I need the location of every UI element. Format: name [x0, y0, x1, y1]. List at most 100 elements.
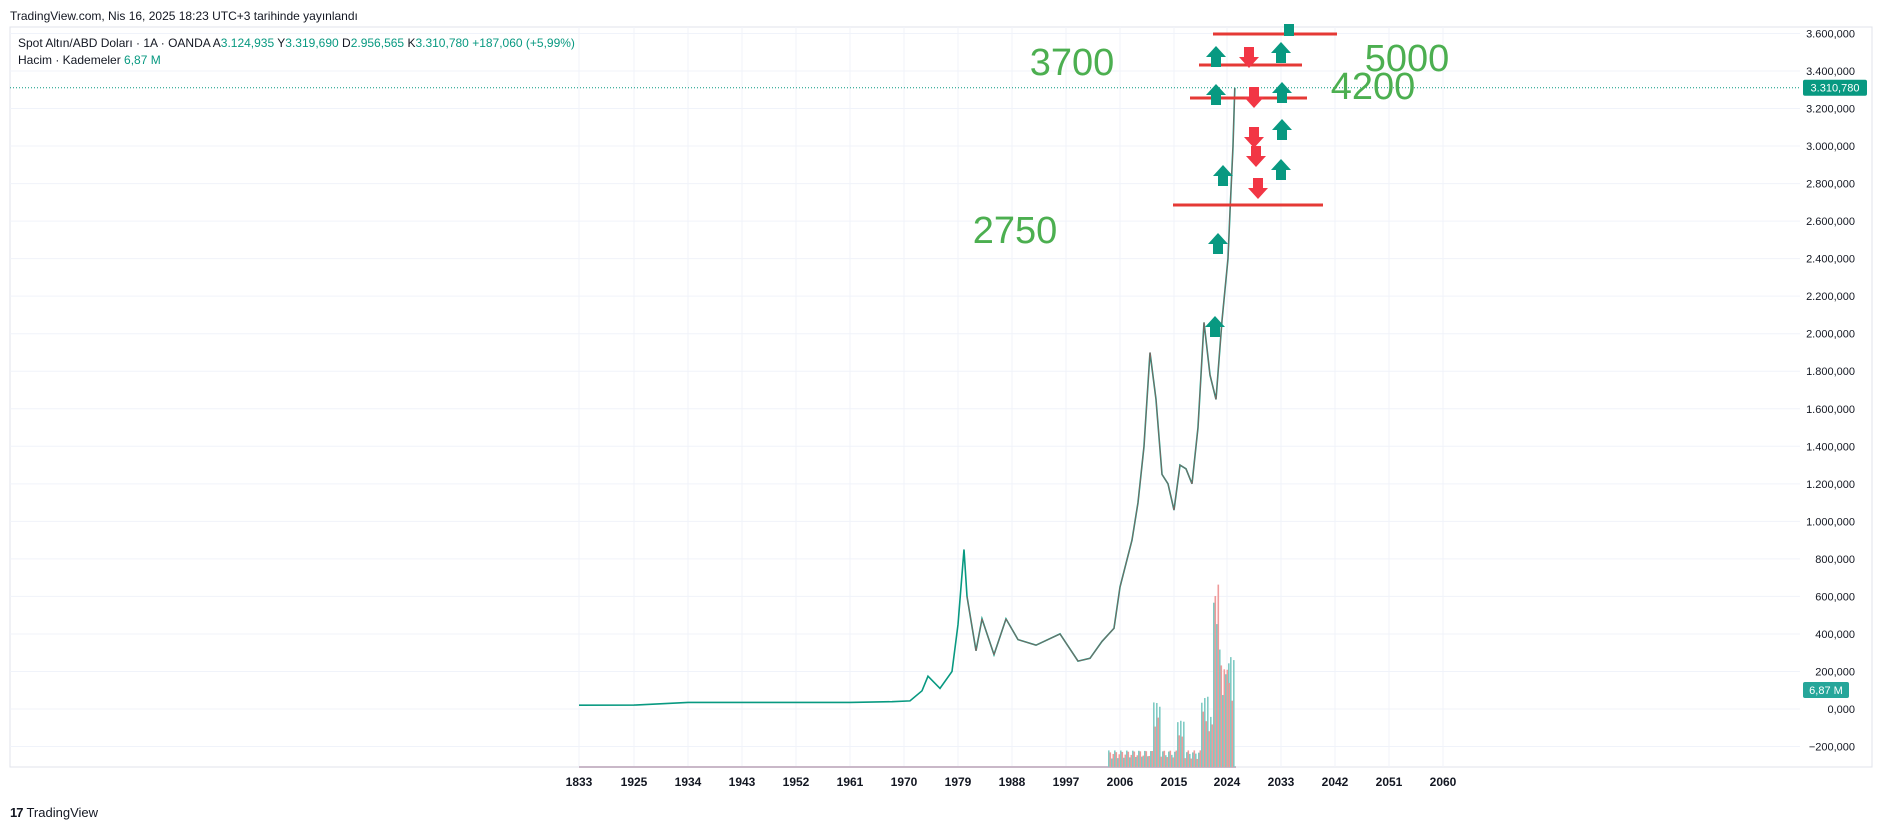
- volume-bar: [1207, 696, 1209, 767]
- volume-bar: [1120, 750, 1122, 767]
- volume-bar: [1117, 758, 1119, 767]
- volume-bar: [1228, 682, 1231, 767]
- price-candle-segment: [1221, 258, 1229, 321]
- price-candle-segment: [975, 618, 983, 651]
- low-label: D: [342, 36, 351, 50]
- down-arrow-icon: [1239, 47, 1259, 68]
- price-candle-segment: [1191, 427, 1199, 484]
- y-tick-label: 1.800,000: [1806, 366, 1855, 378]
- volume-bar: [1214, 595, 1217, 767]
- volume-bar: [1174, 751, 1176, 767]
- open-value: 3.124,935: [220, 36, 275, 50]
- volume-bar: [1129, 757, 1131, 767]
- volume-bar: [1126, 750, 1128, 767]
- volume-bar: [1151, 751, 1154, 767]
- level-label: 3700: [1030, 42, 1115, 84]
- price-candle-segment: [1143, 352, 1151, 447]
- volume-bar: [1138, 750, 1140, 767]
- volume-bar: [1213, 602, 1215, 767]
- volume-bar: [1233, 660, 1235, 767]
- y-tick-label: 200,000: [1815, 666, 1855, 678]
- close-label: K: [407, 36, 416, 50]
- up-arrow-icon: [1272, 119, 1292, 140]
- up-arrow-icon: [1272, 82, 1292, 103]
- volume-bar: [1199, 750, 1202, 767]
- volume-bar: [1211, 724, 1214, 767]
- y-tick-label: 2.600,000: [1806, 216, 1855, 228]
- y-tick-label: 600,000: [1815, 591, 1855, 603]
- volume-bar: [1150, 751, 1152, 767]
- level-label: 2750: [973, 210, 1058, 252]
- down-arrow-icon: [1246, 146, 1266, 167]
- volume-bar: [1154, 726, 1157, 767]
- volume-bar: [1230, 657, 1232, 767]
- volume-bar: [1168, 751, 1170, 767]
- price-candle-segment: [1119, 540, 1133, 588]
- volume-bar: [1121, 751, 1124, 767]
- x-tick-label: 1952: [783, 775, 810, 789]
- price-candle-segment: [1229, 146, 1234, 212]
- volume-bar: [1162, 751, 1164, 767]
- volume-bar: [1189, 753, 1191, 767]
- price-candle-segment: [1185, 468, 1193, 484]
- x-tick-label: 1970: [891, 775, 918, 789]
- x-tick-label: 1988: [999, 775, 1026, 789]
- volume-bar: [1169, 750, 1172, 767]
- volume-bar: [1109, 752, 1112, 767]
- symbol-name[interactable]: Spot Altın/ABD Doları · 1A · OANDA: [18, 36, 211, 50]
- price-candle-segment: [1059, 633, 1079, 662]
- volume-bar: [1219, 649, 1221, 767]
- volume-bar: [1159, 706, 1161, 767]
- volume-bar: [1196, 758, 1199, 767]
- footer: 17 TradingView: [10, 805, 98, 820]
- up-arrow-icon: [1271, 159, 1291, 180]
- up-arrow-icon: [1206, 84, 1226, 105]
- volume-bar: [1147, 756, 1149, 767]
- price-candle-segment: [1077, 657, 1091, 662]
- y-tick-label: 3.200,000: [1806, 104, 1855, 116]
- volume-bar: [1130, 754, 1133, 767]
- volume-bar: [1141, 756, 1143, 767]
- up-arrow-icon: [1213, 165, 1233, 186]
- volume-bar: [1114, 750, 1116, 767]
- y-tick-label: 2.400,000: [1806, 254, 1855, 266]
- x-tick-label: 1833: [566, 775, 593, 789]
- volume-bar: [1220, 665, 1223, 767]
- tradingview-logo-icon[interactable]: 17: [10, 805, 24, 820]
- volume-bar: [1190, 758, 1193, 767]
- price-candle-segment: [1209, 374, 1217, 400]
- volume-bar: [1175, 750, 1178, 767]
- volume-bar: [1127, 751, 1130, 767]
- volume-bar: [1157, 717, 1160, 767]
- volume-bar: [1178, 735, 1181, 767]
- volume-bar: [1192, 752, 1194, 767]
- x-tick-label: 2051: [1376, 775, 1403, 789]
- level-label: 5000: [1365, 38, 1450, 80]
- x-tick-label: 2033: [1268, 775, 1295, 789]
- x-tick-label: 1943: [729, 775, 756, 789]
- y-tick-label: −200,000: [1809, 742, 1855, 754]
- plot-border: [9, 26, 1873, 768]
- volume-bar: [1132, 750, 1134, 767]
- last-price-label: 3.310,780: [1811, 83, 1860, 95]
- volume-bar: [1124, 754, 1127, 767]
- volume-bar: [1148, 755, 1151, 767]
- volume-bar: [1160, 756, 1163, 767]
- volume-bar: [1198, 752, 1200, 767]
- volume-bar: [1115, 752, 1118, 767]
- close-value: 3.310,780: [415, 36, 469, 50]
- volume-bar: [1156, 702, 1158, 767]
- x-tick-label: 2015: [1161, 775, 1188, 789]
- volume-bar: [1222, 695, 1224, 767]
- up-arrow-icon: [1205, 316, 1225, 337]
- volume-label[interactable]: Hacim · Kademeler: [18, 53, 121, 67]
- price-series-line: [578, 87, 1236, 707]
- y-tick-label: 3.400,000: [1806, 66, 1855, 78]
- down-arrow-icon: [1248, 178, 1268, 199]
- y-tick-label: 2.800,000: [1806, 179, 1855, 191]
- brand-name[interactable]: TradingView: [26, 805, 99, 820]
- x-tick-label: 1997: [1053, 775, 1080, 789]
- y-tick-label: 800,000: [1815, 554, 1855, 566]
- x-tick-label: 2006: [1107, 775, 1134, 789]
